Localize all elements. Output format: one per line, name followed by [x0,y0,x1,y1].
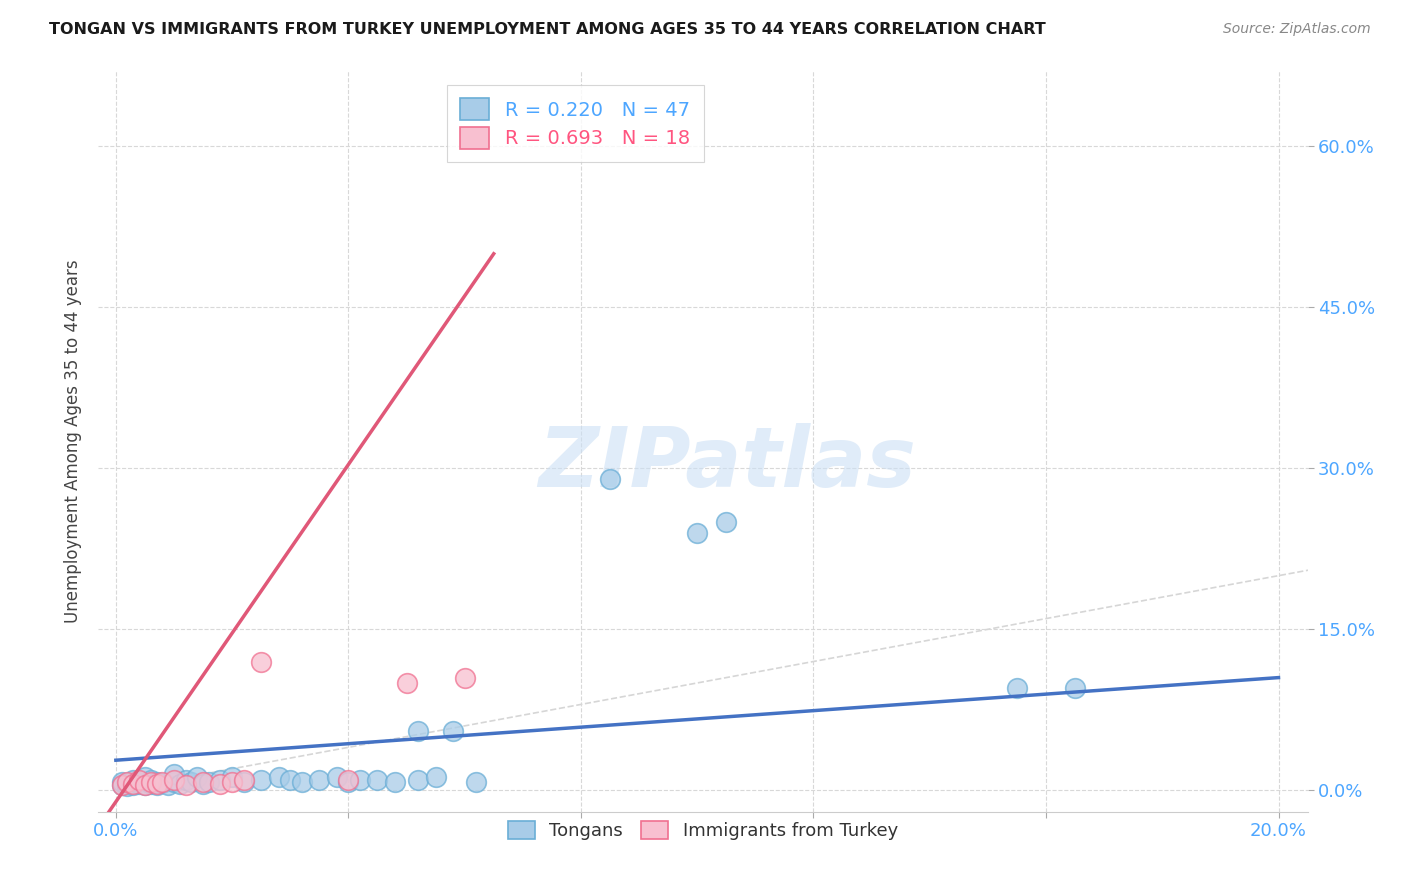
Point [209,772,232,787]
Point [145,778,167,792]
Point [163,767,186,781]
Point [366,772,388,787]
Point [441,724,464,739]
Point [128,774,150,789]
Point [139,777,162,791]
Point [406,772,429,787]
Point [250,655,273,669]
Point [145,774,167,789]
Point [291,774,314,789]
Point [326,771,349,785]
Point [163,774,186,789]
Point [163,772,186,787]
Point [250,772,273,787]
Text: ZIPatlas: ZIPatlas [538,423,917,504]
Point [221,774,243,789]
Point [186,771,208,785]
Point [117,776,139,790]
Point [117,774,139,789]
Point [198,774,221,789]
Point [278,772,301,787]
Point [128,772,150,787]
Point [111,778,134,792]
Point [267,771,290,785]
Point [395,676,418,690]
Point [425,771,447,785]
Legend: Tongans, Immigrants from Turkey: Tongans, Immigrants from Turkey [501,814,905,847]
Point [134,771,156,785]
Point [232,774,254,789]
Point [122,777,145,791]
Point [157,778,180,792]
Y-axis label: Unemployment Among Ages 35 to 44 years: Unemployment Among Ages 35 to 44 years [63,260,82,624]
Point [686,525,709,540]
Point [117,779,139,793]
Point [128,777,150,791]
Point [174,778,197,792]
Point [716,515,738,529]
Point [111,778,134,792]
Point [209,777,232,791]
Point [337,774,360,789]
Point [1064,681,1087,696]
Point [406,724,429,739]
Point [134,778,156,792]
Point [111,774,134,789]
Point [139,774,162,789]
Point [180,774,202,789]
Point [337,772,360,787]
Point [145,777,167,791]
Point [453,671,475,685]
Point [150,774,173,789]
Point [221,771,243,785]
Point [384,774,406,789]
Point [134,778,156,792]
Point [308,772,330,787]
Point [122,772,145,787]
Text: TONGAN VS IMMIGRANTS FROM TURKEY UNEMPLOYMENT AMONG AGES 35 TO 44 YEARS CORRELAT: TONGAN VS IMMIGRANTS FROM TURKEY UNEMPLO… [49,22,1046,37]
Point [191,774,214,789]
Text: Source: ZipAtlas.com: Source: ZipAtlas.com [1223,22,1371,37]
Point [169,777,191,791]
Point [122,778,145,792]
Point [150,776,173,790]
Point [349,772,371,787]
Point [599,472,621,486]
Point [465,774,488,789]
Point [1005,681,1028,696]
Point [191,777,214,791]
Point [174,772,197,787]
Point [232,772,254,787]
Point [139,772,162,787]
